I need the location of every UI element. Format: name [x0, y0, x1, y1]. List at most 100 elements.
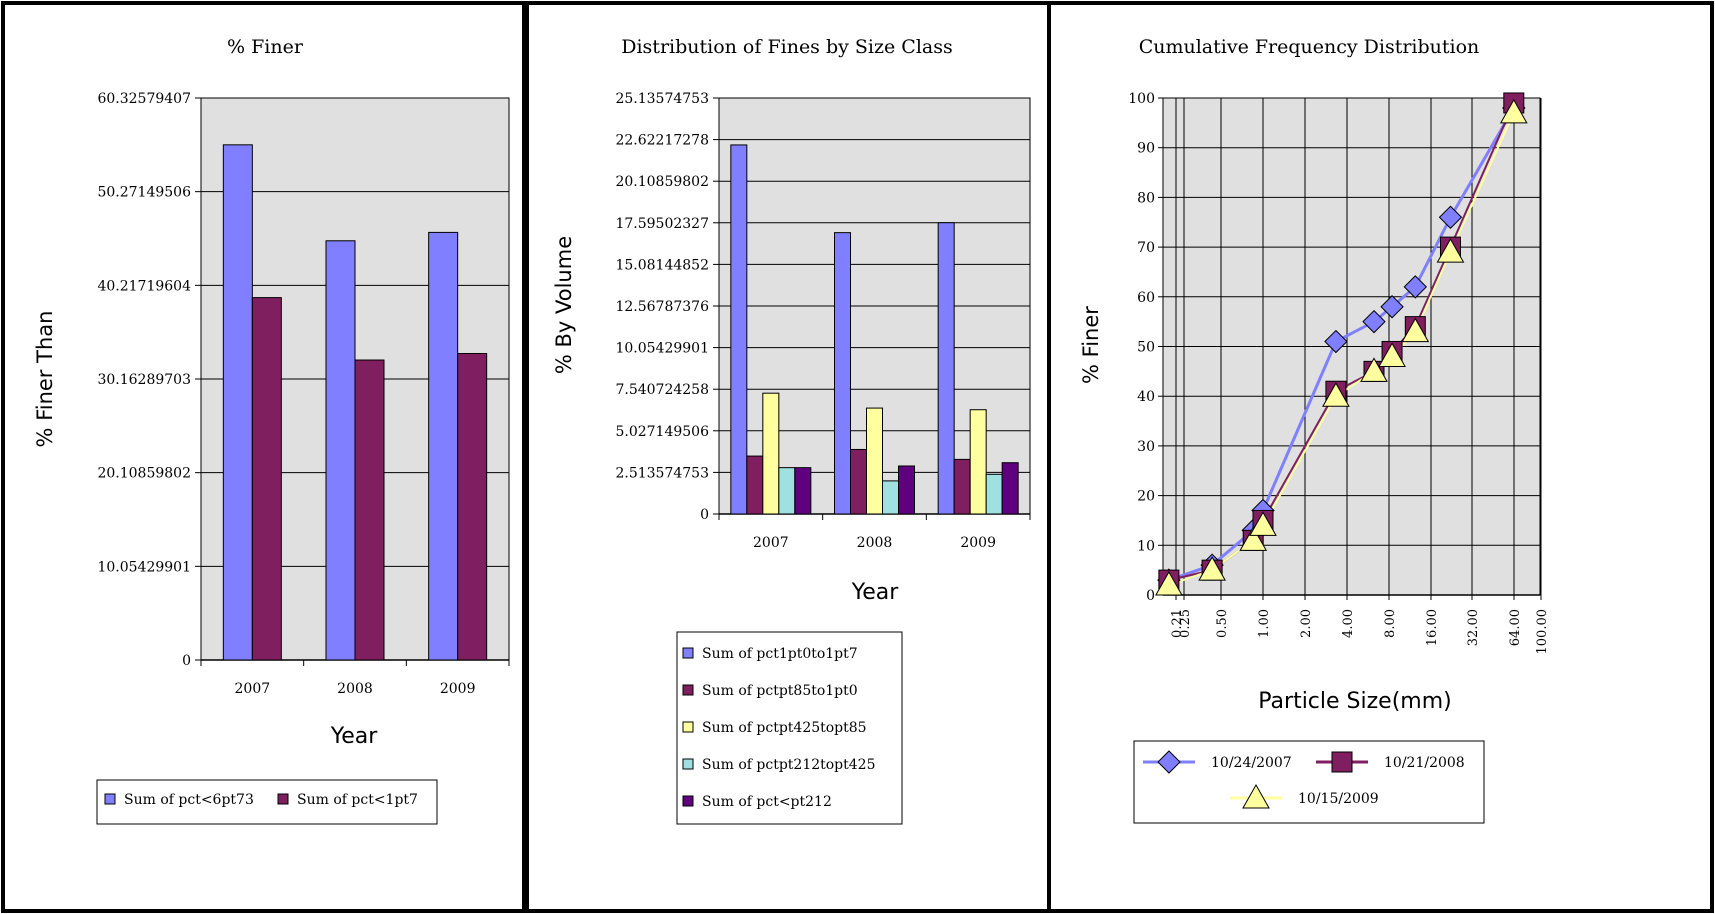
point-3-8 — [1401, 317, 1430, 343]
legend-box — [1133, 740, 1485, 824]
bar-5-2008 — [898, 465, 915, 515]
point-3-10 — [1499, 98, 1528, 124]
bar-2-2009 — [457, 353, 488, 661]
legend-marker — [1331, 751, 1353, 773]
legend-entry: Sum of pct<pt212 — [702, 794, 832, 810]
point-1-6 — [1362, 309, 1386, 334]
legend-swatch — [682, 647, 694, 659]
y-tick-label: 22.62217278 — [615, 133, 709, 149]
legend-swatch — [104, 793, 116, 805]
y-tick-label: 17.59502327 — [615, 216, 709, 232]
y-tick-label: 25.13574753 — [615, 91, 709, 107]
y-axis-label: % Finer Than — [33, 311, 57, 448]
x-tick-label: 8.00 — [1383, 609, 1398, 638]
bar-3-2008 — [866, 407, 883, 515]
x-axis-label: Year — [851, 580, 900, 605]
y-tick-label: 5.027149506 — [615, 424, 709, 440]
y-tick-label: 15.08144852 — [615, 257, 709, 273]
bar-2-2009 — [953, 458, 971, 515]
legend-entry: Sum of pctpt85to1pt0 — [702, 683, 858, 699]
x-tick-label: 2009 — [440, 681, 476, 697]
x-tick-label: 16.00 — [1425, 609, 1440, 646]
x-tick-label: 0.50 — [1215, 609, 1230, 638]
bar-3-2007 — [762, 392, 780, 515]
legend-swatch — [682, 721, 694, 733]
legend-entry: Sum of pct1pt0to1pt7 — [702, 646, 858, 662]
y-tick-label: 20.10859802 — [615, 174, 709, 190]
point-1-8 — [1403, 275, 1428, 299]
legend-entry: 10/24/2007 — [1211, 755, 1292, 771]
chart-title: % Finer — [227, 36, 304, 58]
y-tick-label: 10.05429901 — [615, 341, 709, 357]
chart-title: Distribution of Fines by Size Class — [621, 36, 953, 58]
bar-2-2007 — [251, 297, 282, 661]
bar-1-2007 — [730, 144, 748, 515]
y-tick-label: 30 — [1137, 439, 1155, 455]
y-axis-label: % By Volume — [552, 236, 576, 374]
point-3-2 — [1198, 556, 1226, 581]
x-tick-label: 2.00 — [1299, 609, 1314, 638]
bar-5-2009 — [1001, 462, 1019, 515]
legend-box — [676, 631, 903, 825]
legend-swatch — [682, 758, 694, 770]
bar-2-2008 — [354, 359, 385, 661]
point-3-4 — [1249, 511, 1277, 536]
x-tick-label: 0.21 — [1170, 609, 1185, 638]
bar-5-2007 — [794, 467, 812, 515]
point-1-7 — [1380, 295, 1404, 319]
point-3-6 — [1360, 357, 1388, 382]
point-1-5 — [1324, 329, 1348, 354]
x-tick-label: 0.25 — [1178, 609, 1193, 638]
x-tick-label: 2008 — [857, 535, 893, 551]
y-axis-label: % Finer — [1079, 306, 1103, 384]
point-3-1 — [1155, 571, 1183, 596]
series-line-1 — [1168, 107, 1516, 582]
x-tick-label: 100.00 — [1535, 609, 1550, 655]
bar-1-2009 — [937, 222, 955, 515]
y-tick-label: 20.10859802 — [97, 466, 191, 482]
y-tick-label: 0 — [700, 507, 709, 523]
x-axis-label: Year — [330, 724, 379, 749]
x-tick-label: 2008 — [337, 681, 373, 697]
legend-box — [96, 779, 438, 825]
y-tick-label: 40.21719604 — [97, 278, 191, 294]
series-line-3 — [1168, 112, 1515, 587]
x-tick-label: 64.00 — [1508, 609, 1523, 646]
legend-entry: 10/21/2008 — [1384, 755, 1465, 771]
legend-swatch — [277, 793, 289, 805]
bar-3-2009 — [969, 409, 987, 515]
legend-entry: 10/15/2009 — [1298, 791, 1379, 807]
x-tick-label: 1.00 — [1257, 609, 1272, 638]
point-3-5 — [1322, 382, 1350, 407]
bar-1-2008 — [834, 232, 851, 515]
y-tick-label: 20 — [1137, 489, 1155, 505]
x-tick-label: 2009 — [960, 535, 996, 551]
legend-swatch — [682, 795, 694, 807]
chart-title: Cumulative Frequency Distribution — [1139, 36, 1480, 58]
x-tick-label: 2007 — [753, 535, 789, 551]
chart-2: 0 2.513574753 5.027149506 7.540724258 10.054… — [552, 36, 1031, 825]
y-tick-label: 50.27149506 — [97, 185, 191, 201]
y-tick-label: 80 — [1137, 190, 1155, 206]
bar-1-2008 — [325, 240, 356, 661]
y-tick-label: 50 — [1137, 340, 1155, 356]
bar-4-2009 — [985, 473, 1003, 515]
y-tick-label: 60.32579407 — [97, 91, 191, 107]
x-tick-label: 4.00 — [1341, 609, 1356, 638]
y-tick-label: 90 — [1137, 141, 1155, 157]
y-tick-label: 10.05429901 — [97, 559, 191, 575]
x-tick-label: 32.00 — [1466, 609, 1481, 646]
x-tick-label: 2007 — [235, 681, 271, 697]
legend-swatch — [682, 684, 694, 696]
bar-1-2007 — [222, 144, 253, 661]
legend-entry: Sum of pctpt425topt85 — [702, 720, 867, 736]
point-3-3 — [1239, 526, 1268, 551]
y-tick-label: 7.540724258 — [615, 382, 709, 398]
y-tick-label: 60 — [1137, 290, 1155, 306]
y-tick-label: 12.56787376 — [615, 299, 709, 315]
legend-entry: Sum of pctpt212topt425 — [702, 757, 876, 773]
y-tick-label: 0 — [182, 653, 191, 669]
x-axis-label: Particle Size(mm) — [1258, 689, 1451, 714]
legend-entry: Sum of pct<6pt73 — [124, 792, 254, 808]
